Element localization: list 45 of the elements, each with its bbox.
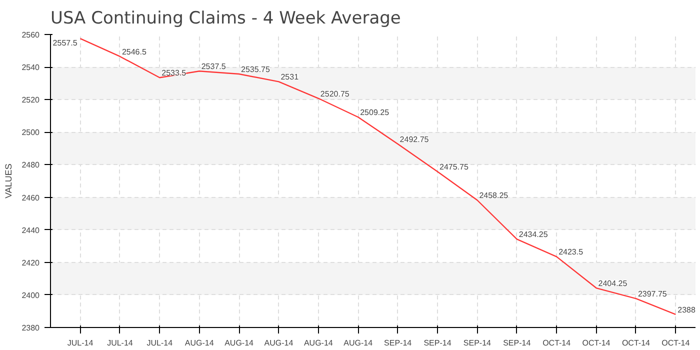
y-tick-label: 2520 [22, 96, 40, 105]
line-series [80, 38, 676, 316]
data-label: 2535.75 [241, 64, 271, 74]
x-tick-label: JUL-14 [146, 338, 174, 348]
y-axis-title: VALUES [4, 164, 14, 198]
y-tick-label: 2500 [22, 128, 40, 138]
y-tick-label: 2400 [22, 290, 40, 300]
data-label: 2423.5 [558, 248, 584, 257]
x-tick-label: OCT-14 [582, 338, 611, 348]
x-tick-label: JUL-14 [107, 338, 134, 348]
x-tick-label: JUL-14 [67, 338, 94, 348]
data-label: 2458.25 [479, 191, 509, 200]
data-label: 2397.75 [638, 290, 668, 299]
data-label: 2546.5 [122, 47, 147, 56]
x-tick-label: AUG-14 [344, 338, 374, 348]
x-tick-label: SEP-14 [503, 338, 532, 348]
x-tick-label: SEP-14 [463, 338, 492, 348]
y-tick-label: 2540 [22, 63, 40, 72]
data-label: 2475.75 [440, 162, 469, 172]
data-label: 2531 [280, 72, 300, 82]
x-tick-label: AUG-14 [224, 338, 254, 348]
data-label: 2492.75 [400, 134, 430, 144]
data-label: 2520.75 [320, 89, 350, 98]
x-tick-label: OCT-14 [542, 338, 572, 348]
y-tick-label: 2420 [22, 258, 40, 268]
data-label: 2388 [678, 305, 696, 314]
y-tick-label: 2460 [22, 193, 40, 202]
data-label: 2509.25 [360, 108, 390, 118]
x-tick-label: AUG-14 [304, 338, 334, 348]
data-label: 2537.5 [201, 62, 226, 72]
chart-title: USA Continuing Claims - 4 Week Average [50, 8, 401, 28]
y-tick-label: 2380 [22, 324, 40, 332]
data-label: 2533.5 [162, 68, 187, 78]
data-label: 2434.25 [518, 230, 548, 240]
y-tick-label: 2480 [22, 160, 40, 170]
x-tick-label: SEP-14 [384, 338, 412, 348]
x-tick-label: OCT-14 [622, 338, 651, 348]
x-tick-label: OCT-14 [662, 338, 690, 348]
x-tick-label: AUG-14 [184, 338, 214, 348]
data-label: 2404.25 [598, 279, 628, 288]
y-tick-label: 2440 [22, 226, 40, 235]
x-tick-label: SEP-14 [424, 338, 452, 348]
x-tick-label: AUG-14 [264, 338, 294, 348]
y-tick-label: 2560 [22, 30, 40, 40]
data-label: 2557.5 [52, 38, 78, 48]
